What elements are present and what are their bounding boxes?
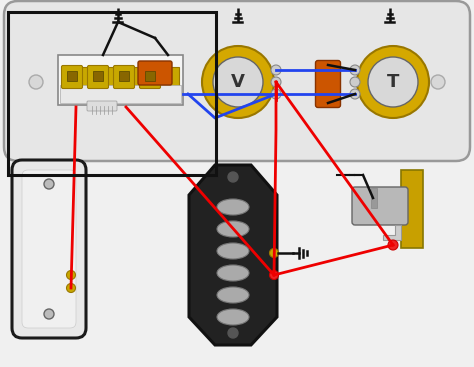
Ellipse shape [217,243,249,259]
Text: V: V [231,73,245,91]
Circle shape [350,89,360,99]
Ellipse shape [217,309,249,325]
Ellipse shape [217,221,249,237]
Circle shape [66,270,75,280]
FancyBboxPatch shape [62,65,82,88]
FancyBboxPatch shape [139,65,161,88]
Circle shape [29,75,43,89]
Circle shape [271,89,281,99]
FancyBboxPatch shape [12,160,86,338]
FancyBboxPatch shape [138,61,172,85]
Circle shape [213,57,263,107]
Ellipse shape [217,199,249,215]
FancyBboxPatch shape [4,1,470,161]
Circle shape [44,179,54,189]
Bar [93,71,103,81]
Bar [62,67,179,91]
FancyBboxPatch shape [22,170,76,328]
FancyBboxPatch shape [88,65,109,88]
Circle shape [271,77,281,87]
Circle shape [350,77,360,87]
Bar [401,170,423,248]
Bar [119,71,129,81]
Bar [371,188,377,208]
Ellipse shape [217,287,249,303]
Circle shape [44,309,54,319]
Polygon shape [383,225,401,240]
Circle shape [357,46,429,118]
FancyBboxPatch shape [113,65,135,88]
Bar [60,85,181,103]
FancyBboxPatch shape [352,187,408,225]
Circle shape [368,57,418,107]
Circle shape [350,65,360,75]
Polygon shape [189,165,277,345]
FancyBboxPatch shape [87,101,117,111]
Bar [67,71,77,81]
Circle shape [271,65,281,75]
Circle shape [228,328,238,338]
Text: T: T [387,73,399,91]
Bar [145,71,155,81]
Circle shape [202,46,274,118]
Circle shape [270,248,279,258]
Ellipse shape [217,265,249,281]
Circle shape [431,75,445,89]
Circle shape [388,240,398,250]
Circle shape [228,172,238,182]
Circle shape [66,283,75,292]
Bar [8,12,216,175]
FancyBboxPatch shape [316,61,340,108]
Circle shape [270,270,279,280]
Bar [58,55,183,105]
